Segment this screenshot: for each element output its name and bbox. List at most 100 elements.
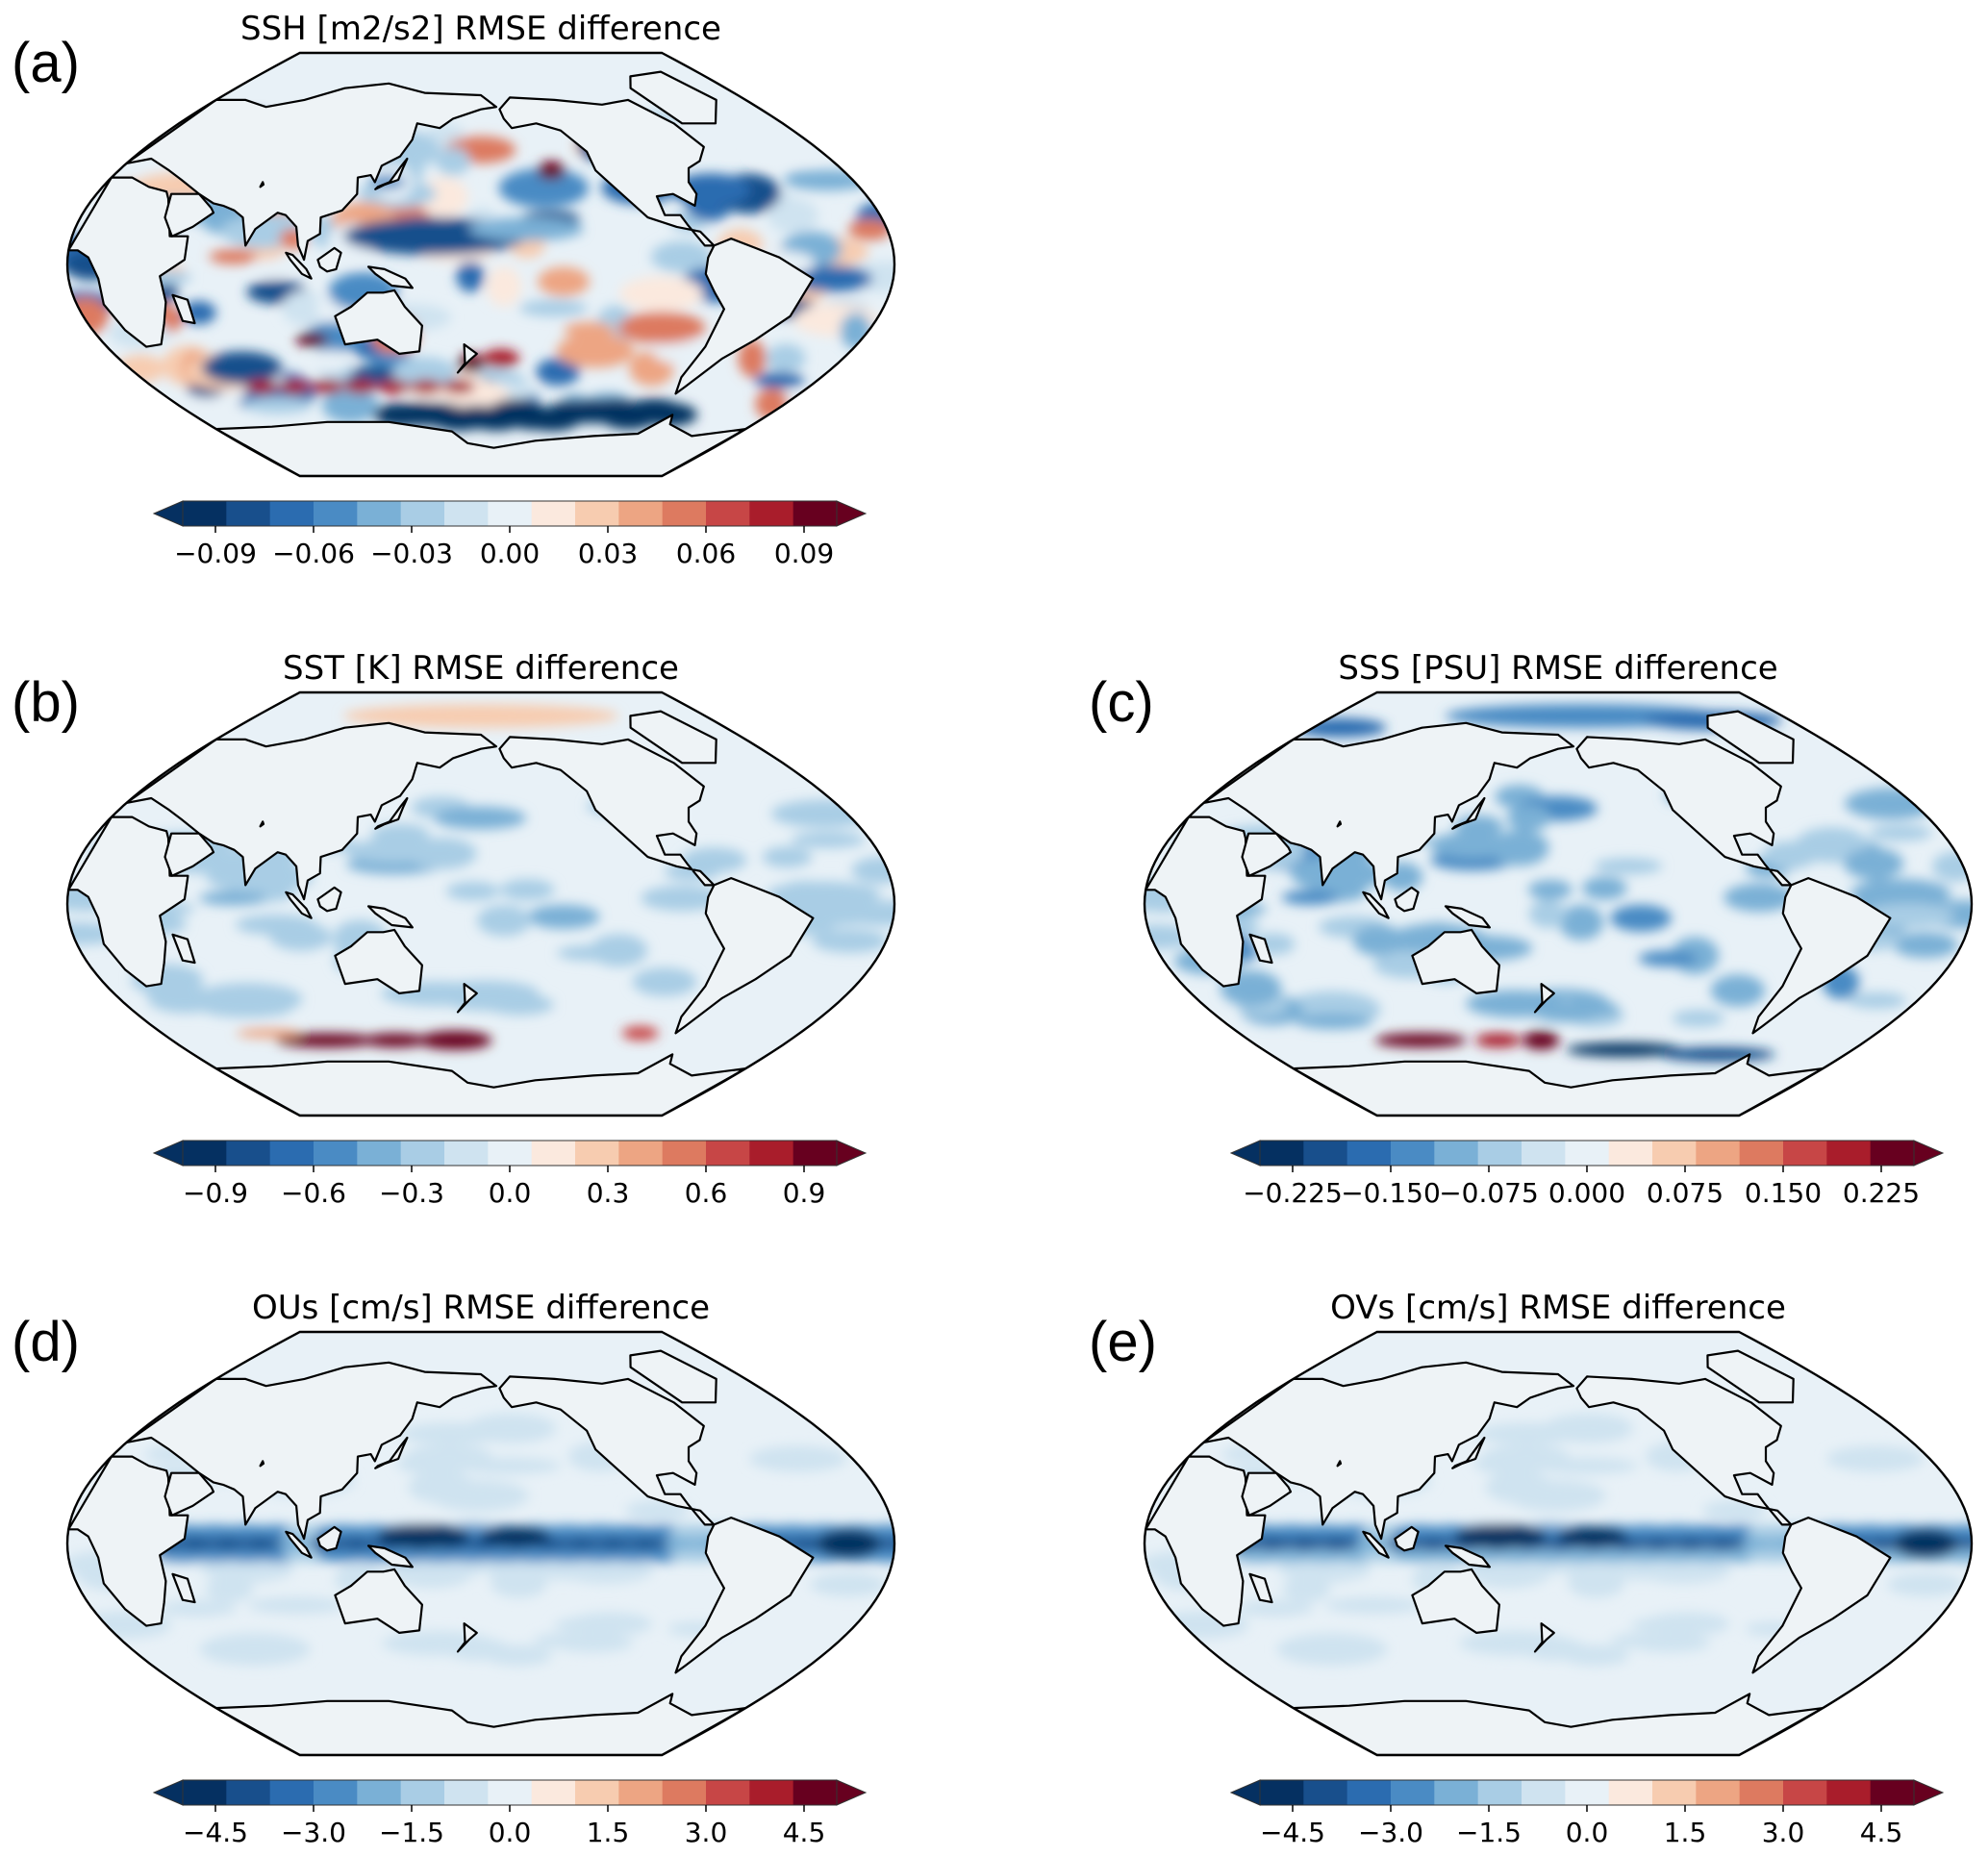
panel-d: (d) OUs [cm/s] RMSE difference −4.5 −3.0−…: [12, 1289, 896, 1848]
panel-title: OUs [cm/s] RMSE difference: [252, 1289, 710, 1327]
anomaly-blob: [1630, 1616, 1724, 1634]
colorbar-bin: [1608, 1780, 1653, 1805]
colorbar-bin: [1608, 1141, 1653, 1166]
anomaly-blob: [418, 1031, 492, 1050]
anomaly-blob: [1281, 890, 1339, 905]
colorbar-tick-label: 3.0: [1762, 1817, 1805, 1848]
land-eurasia: [1202, 1361, 1575, 1541]
colorbar-bin: [662, 501, 707, 526]
panel-c: (c) SSS [PSU] RMSE difference −0.225−0.1…: [1089, 649, 1974, 1209]
land-eurasia: [1202, 721, 1575, 901]
anomaly-blob: [275, 1033, 378, 1048]
land-namerica: [498, 736, 716, 887]
colorbar-bin: [488, 1780, 533, 1805]
colorbar: −0.09 −0.06 −0.03 0.00 0.03 0.06 0.09: [152, 500, 868, 569]
colorbar-bin: [488, 1141, 533, 1166]
anomaly-blob: [768, 198, 818, 234]
anomaly-blob: [617, 312, 706, 344]
colorbar-bin: [793, 501, 838, 526]
anomaly-blob: [1557, 1526, 1627, 1546]
anomaly-blob: [1845, 788, 1937, 820]
panel-title: SSS [PSU] RMSE difference: [1338, 649, 1777, 688]
anomaly-blob: [500, 879, 555, 901]
land-borneo: [1394, 1525, 1420, 1552]
colorbar-bin: [749, 501, 794, 526]
colorbar-tick-label: 0.000: [1548, 1177, 1625, 1209]
anomaly-blob: [480, 1526, 550, 1546]
panel-letter: (b): [12, 671, 80, 734]
land-newguinea: [1444, 905, 1491, 929]
map-outline: [1143, 690, 1974, 1117]
colorbar-bin: [314, 1780, 358, 1805]
land-eurasia: [125, 82, 498, 262]
colorbar-bin: [1783, 1780, 1827, 1805]
colorbar-bin: [531, 1141, 576, 1166]
colorbar-bin: [575, 501, 619, 526]
map: [65, 51, 896, 478]
colorbar-tick-label: −0.03: [370, 538, 453, 569]
anomaly-blob: [738, 339, 767, 378]
colorbar-bin: [1870, 1780, 1915, 1805]
anomaly-blob: [641, 885, 723, 912]
colorbar-bin: [1391, 1141, 1435, 1166]
colorbar-bin: [1477, 1780, 1522, 1805]
map: [65, 690, 896, 1117]
anomaly-blob: [486, 266, 522, 307]
anomaly-blob: [344, 379, 377, 394]
anomaly-blob: [650, 240, 713, 273]
anomaly-blob: [681, 847, 747, 873]
colorbar-bin: [357, 1141, 402, 1166]
land-sumatra: [285, 1530, 313, 1559]
colorbar-tick-label: 0.09: [774, 538, 834, 569]
colorbar-bin: [1260, 1141, 1304, 1166]
anomaly-blob: [861, 1524, 894, 1540]
land-nz: [1533, 1622, 1555, 1653]
colorbar-bin: [1565, 1141, 1610, 1166]
anomaly-blob: [1558, 904, 1604, 941]
land-madagascar: [1248, 933, 1273, 965]
land-greenland: [1706, 710, 1795, 765]
colorbar-tick-label: 1.5: [1664, 1817, 1707, 1848]
anomaly-blob: [269, 922, 333, 951]
anomaly-blob: [226, 1644, 278, 1660]
colorbar-bin: [793, 1780, 838, 1805]
anomaly-blob: [1374, 1033, 1468, 1048]
colorbar-bin: [400, 1780, 445, 1805]
colorbar-bin: [1870, 1141, 1915, 1166]
anomaly-blob: [1938, 1524, 1972, 1540]
anomaly-blob: [115, 354, 165, 384]
land-india_lake: [259, 820, 265, 828]
colorbar-bin: [183, 1141, 227, 1166]
colorbar-bin: [444, 1780, 489, 1805]
colorbar-tick-label: −0.9: [183, 1177, 248, 1209]
colorbar-bin: [1522, 1141, 1566, 1166]
land-india_lake: [259, 181, 265, 188]
land-newguinea: [366, 1544, 414, 1568]
anomaly-blob: [816, 1529, 881, 1558]
colorbar-tick-label: 3.0: [685, 1817, 728, 1848]
anomaly-blob: [519, 299, 588, 317]
colorbar-tick-label: −0.225: [1243, 1177, 1343, 1209]
land-australia: [1411, 1568, 1500, 1634]
colorbar-bin: [183, 501, 227, 526]
land-africa: [67, 816, 189, 988]
land-greenland: [629, 1349, 717, 1404]
anomaly-blob: [377, 1524, 470, 1548]
colorbar-bin: [1696, 1141, 1741, 1166]
anomaly-blob: [282, 290, 325, 326]
anomaly-blob: [1660, 1047, 1775, 1062]
colorbar-bin: [1739, 1141, 1784, 1166]
colorbar-tick-label: −0.09: [174, 538, 257, 569]
colorbar-tick-label: 0.0: [489, 1177, 532, 1209]
anomaly-blob: [1294, 717, 1387, 738]
colorbar-tick-label: −0.6: [281, 1177, 346, 1209]
colorbar-bin: [1391, 1780, 1435, 1805]
colorbar-tick-label: 0.225: [1843, 1177, 1920, 1209]
colorbar-extend-high: [1913, 1140, 1945, 1167]
panel-letter: (d): [12, 1311, 80, 1373]
land-india_lake: [1336, 820, 1343, 828]
colorbar-bin: [575, 1141, 619, 1166]
colorbar-extend-low: [152, 500, 184, 527]
anomaly-blob: [556, 333, 635, 368]
colorbar-extend-high: [836, 1779, 868, 1806]
